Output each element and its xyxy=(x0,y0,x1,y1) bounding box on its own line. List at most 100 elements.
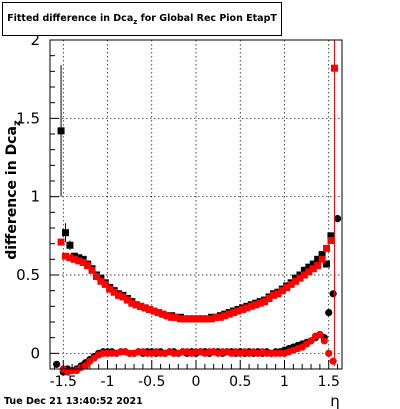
timestamp: Tue Dec 21 13:40:52 2021 xyxy=(4,396,143,407)
data-point-square xyxy=(123,296,131,304)
data-point-square xyxy=(314,255,322,263)
data-point-square xyxy=(185,315,193,323)
data-point-square xyxy=(177,315,185,323)
data-point-square xyxy=(278,287,286,295)
data-point-square xyxy=(146,305,154,313)
data-point-square xyxy=(137,302,145,310)
y-axis-label-subscript: z xyxy=(12,120,23,126)
data-point-square xyxy=(216,313,224,321)
data-point-square xyxy=(318,251,326,259)
data-point-square xyxy=(330,64,338,72)
data-point-square xyxy=(66,241,74,249)
data-point-square xyxy=(194,315,202,323)
data-point-square xyxy=(66,254,74,262)
x-tick-label: 1.5 xyxy=(318,374,340,390)
data-point-square xyxy=(225,310,233,318)
data-point-square xyxy=(203,315,211,323)
data-point-square xyxy=(314,262,322,270)
data-point-square xyxy=(172,313,180,321)
x-axis-label: η xyxy=(330,392,340,409)
data-point-square xyxy=(300,271,308,279)
data-point-square xyxy=(305,268,313,276)
data-point-square xyxy=(57,127,65,135)
data-point-square xyxy=(61,252,69,260)
data-point-square xyxy=(199,315,207,323)
data-point-square xyxy=(274,290,282,298)
data-point-square xyxy=(323,244,331,252)
data-point-square xyxy=(207,315,215,323)
data-point-square xyxy=(106,285,114,293)
data-point-square xyxy=(163,312,171,320)
data-point-circle xyxy=(316,330,324,339)
x-tick-label: -1.5 xyxy=(50,374,77,390)
data-point-square xyxy=(287,280,295,288)
data-point-square xyxy=(115,291,123,299)
data-point-square xyxy=(318,255,326,263)
data-point-square xyxy=(168,313,176,321)
chart-title: Fitted difference in Dcaz for Global Rec… xyxy=(7,13,277,26)
data-point-square xyxy=(247,302,255,310)
data-point-square xyxy=(309,260,317,268)
data-point-square xyxy=(141,304,149,312)
title-prefix: Fitted difference in Dca xyxy=(7,12,134,24)
y-tick-label: 1.5 xyxy=(16,109,40,127)
data-point-square xyxy=(75,257,83,265)
x-tick-label: -1 xyxy=(101,374,115,390)
x-tick-label: 0 xyxy=(192,374,201,390)
y-tick-label: 2 xyxy=(30,31,40,49)
x-tick-label: -0.5 xyxy=(138,374,165,390)
title-subscript: z xyxy=(133,17,138,26)
data-point-square xyxy=(190,315,198,323)
y-tick-label: 0.5 xyxy=(16,266,40,284)
data-point-square xyxy=(119,293,127,301)
data-point-square xyxy=(292,277,300,285)
data-point-square xyxy=(283,284,291,292)
data-point-square xyxy=(327,237,335,245)
x-tick-label: 1 xyxy=(280,374,289,390)
data-point-square xyxy=(323,260,331,268)
data-point-circle xyxy=(329,357,337,365)
data-point-square xyxy=(300,266,308,274)
data-point-square xyxy=(256,299,264,307)
data-point-square xyxy=(309,265,317,273)
data-markers xyxy=(53,40,342,376)
data-point-square xyxy=(238,305,246,313)
data-point-square xyxy=(159,310,167,318)
axes: -1.5 -1 -0.5 0 0.5 1 1.5 0 0.5 1 1.5 2 xyxy=(16,31,343,390)
data-point-square xyxy=(110,288,118,296)
data-point-circle xyxy=(329,290,337,298)
data-point-square xyxy=(84,262,92,270)
y-axis-label: difference in Dcaz xyxy=(4,120,23,260)
x-tick-label: 0.5 xyxy=(229,374,251,390)
y-axis-label-main: difference in Dca xyxy=(4,126,20,260)
data-point-square xyxy=(70,255,78,263)
data-point-square xyxy=(132,301,140,309)
y-tick-label: 1 xyxy=(30,188,40,206)
data-point-square xyxy=(212,313,220,321)
data-point-square xyxy=(101,280,109,288)
data-point-square xyxy=(234,307,242,315)
data-point-square xyxy=(305,263,313,271)
data-point-square xyxy=(261,298,269,306)
data-point-circle xyxy=(81,362,89,370)
data-point-square xyxy=(269,291,277,299)
data-point-square xyxy=(92,273,100,281)
data-point-circle xyxy=(325,349,333,357)
y-tick-label: 0 xyxy=(30,344,40,362)
data-point-circle xyxy=(325,309,333,317)
data-point-square xyxy=(265,295,273,302)
data-point-square xyxy=(97,277,105,285)
data-point-square xyxy=(61,229,69,237)
title-box: Fitted difference in Dcaz for Global Rec… xyxy=(2,2,282,36)
data-point-square xyxy=(57,238,65,246)
data-point-square xyxy=(243,304,251,312)
data-point-circle xyxy=(320,337,328,345)
title-suffix: for Global Rec Pion EtapT xyxy=(137,12,277,24)
data-point-square xyxy=(150,307,158,315)
data-point-square xyxy=(296,274,304,282)
data-point-square xyxy=(79,258,87,266)
data-point-circle xyxy=(333,215,342,223)
data-point-circle xyxy=(307,337,315,345)
data-point-square xyxy=(88,266,96,274)
